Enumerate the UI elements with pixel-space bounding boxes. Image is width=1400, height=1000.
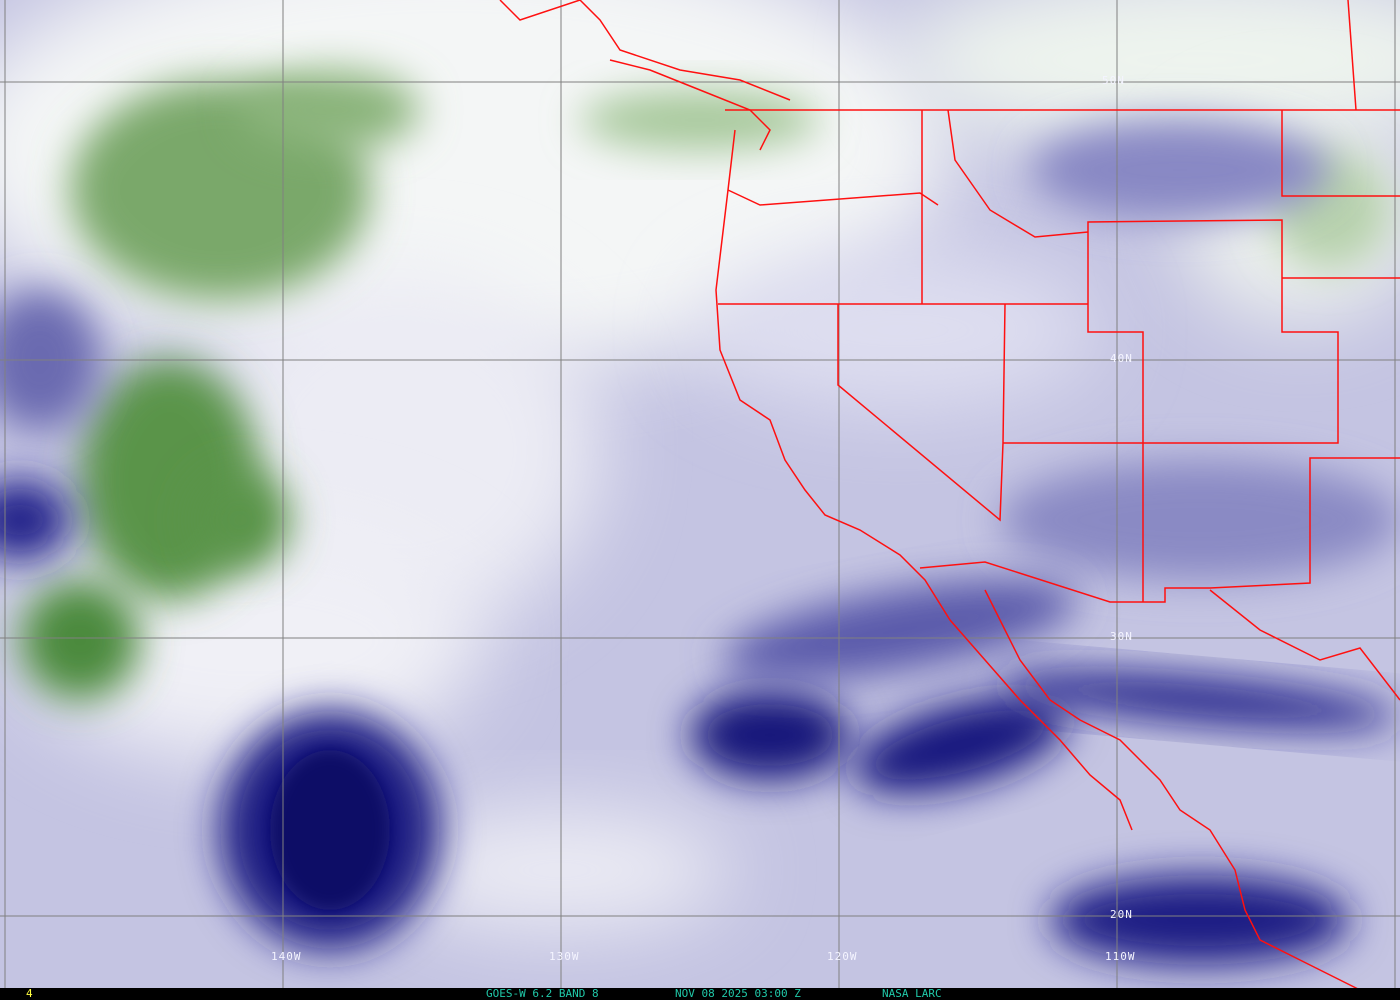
lat-label-20n: 20N [1110, 908, 1133, 921]
timestamp: NOV 08 2025 03:00 Z [675, 987, 801, 1000]
satellite-band: GOES-W 6.2 BAND 8 [486, 987, 599, 1000]
montana-north [1347, 0, 1357, 111]
lat-label-40n: 40N [1110, 352, 1133, 365]
credit: NASA LARC [882, 987, 942, 1000]
lat-label-50n: 50N [1102, 74, 1125, 87]
coastlines-and-borders [499, 0, 1400, 991]
lat-label-30n: 30N [1110, 630, 1133, 643]
wyoming-border [1281, 110, 1400, 197]
west-coast [715, 129, 1133, 831]
bc-coast [499, 0, 791, 101]
lon-label-130w: 130W [549, 950, 580, 963]
vancouver-island [609, 59, 771, 151]
mexico-gulf-coast [1209, 589, 1400, 701]
nevada-border [837, 303, 1006, 522]
idaho-montana-border [947, 109, 1089, 238]
lon-label-120w: 120W [827, 950, 858, 963]
mexico-border [919, 457, 1400, 603]
lon-label-140w: 140W [271, 950, 302, 963]
lon-label-110w: 110W [1105, 950, 1136, 963]
utah-border [1003, 219, 1339, 602]
baja-gulf-coast [984, 589, 1361, 991]
washington-oregon-border [727, 189, 939, 206]
footer-bar: 4 GOES-W 6.2 BAND 8 NOV 08 2025 03:00 Z … [0, 988, 1400, 1000]
frame-number: 4 [26, 987, 33, 1000]
